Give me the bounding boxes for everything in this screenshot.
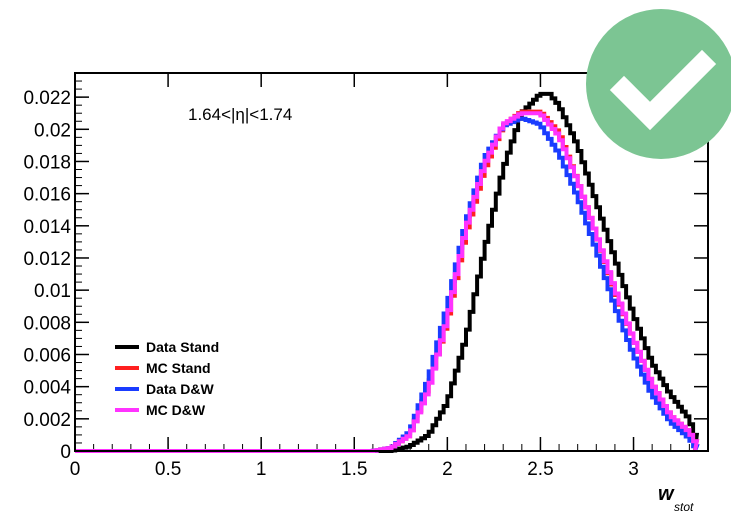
y-tick-labels: 0 0.002 0.004 0.006 0.008 0.01 0.012 0.014 0.016…: [23, 88, 71, 463]
x-tick-label: 2.5: [527, 459, 553, 480]
y-tick-label: 0.006: [23, 345, 71, 366]
axis-ticks: [74, 72, 709, 452]
y-tick-label: 0.022: [23, 88, 71, 109]
legend: Data Stand MC Stand Data D&W MC D&W: [115, 339, 219, 418]
series-line-mc-stand: [75, 109, 700, 453]
x-tick-label: 3: [628, 459, 639, 480]
x-tick-labels: 0 0.5 1 1.5 2 2.5 3: [70, 459, 639, 480]
y-tick-label: 0.012: [23, 249, 71, 270]
y-tick-label: 0.02: [34, 120, 71, 141]
series-line-mc-d-w: [75, 111, 700, 453]
x-axis-label: w stot: [658, 483, 694, 514]
legend-label-mc-stand: MC Stand: [146, 360, 211, 376]
y-tick-label: 0.002: [23, 410, 71, 431]
checkmark-badge: [586, 9, 731, 159]
series-curves: [75, 91, 700, 453]
x-tick-label: 0.5: [155, 459, 181, 480]
y-tick-label: 0.018: [23, 152, 71, 173]
x-axis-label-sub: stot: [674, 500, 694, 514]
legend-label-mc-d-w: MC D&W: [146, 402, 206, 418]
y-tick-label: 0: [60, 442, 71, 463]
checkmark-icon: [609, 49, 717, 131]
x-axis-label-main: w: [658, 483, 675, 505]
y-tick-label: 0.004: [23, 378, 71, 399]
eta-annotation: 1.64<|η|<1.74: [188, 105, 292, 124]
y-tick-label: 0.014: [23, 217, 71, 238]
legend-label-data-d-w: Data D&W: [146, 381, 214, 397]
plot-frame: [74, 72, 709, 452]
x-tick-label: 0: [70, 459, 81, 480]
y-tick-label: 0.01: [34, 281, 71, 302]
x-tick-label: 1.5: [341, 459, 367, 480]
x-tick-label: 2: [442, 459, 453, 480]
y-tick-label: 0.008: [23, 313, 71, 334]
badge-circle: [586, 9, 731, 159]
y-tick-label: 0.016: [23, 185, 71, 206]
legend-label-data-stand: Data Stand: [146, 339, 219, 355]
x-tick-label: 1: [256, 459, 267, 480]
